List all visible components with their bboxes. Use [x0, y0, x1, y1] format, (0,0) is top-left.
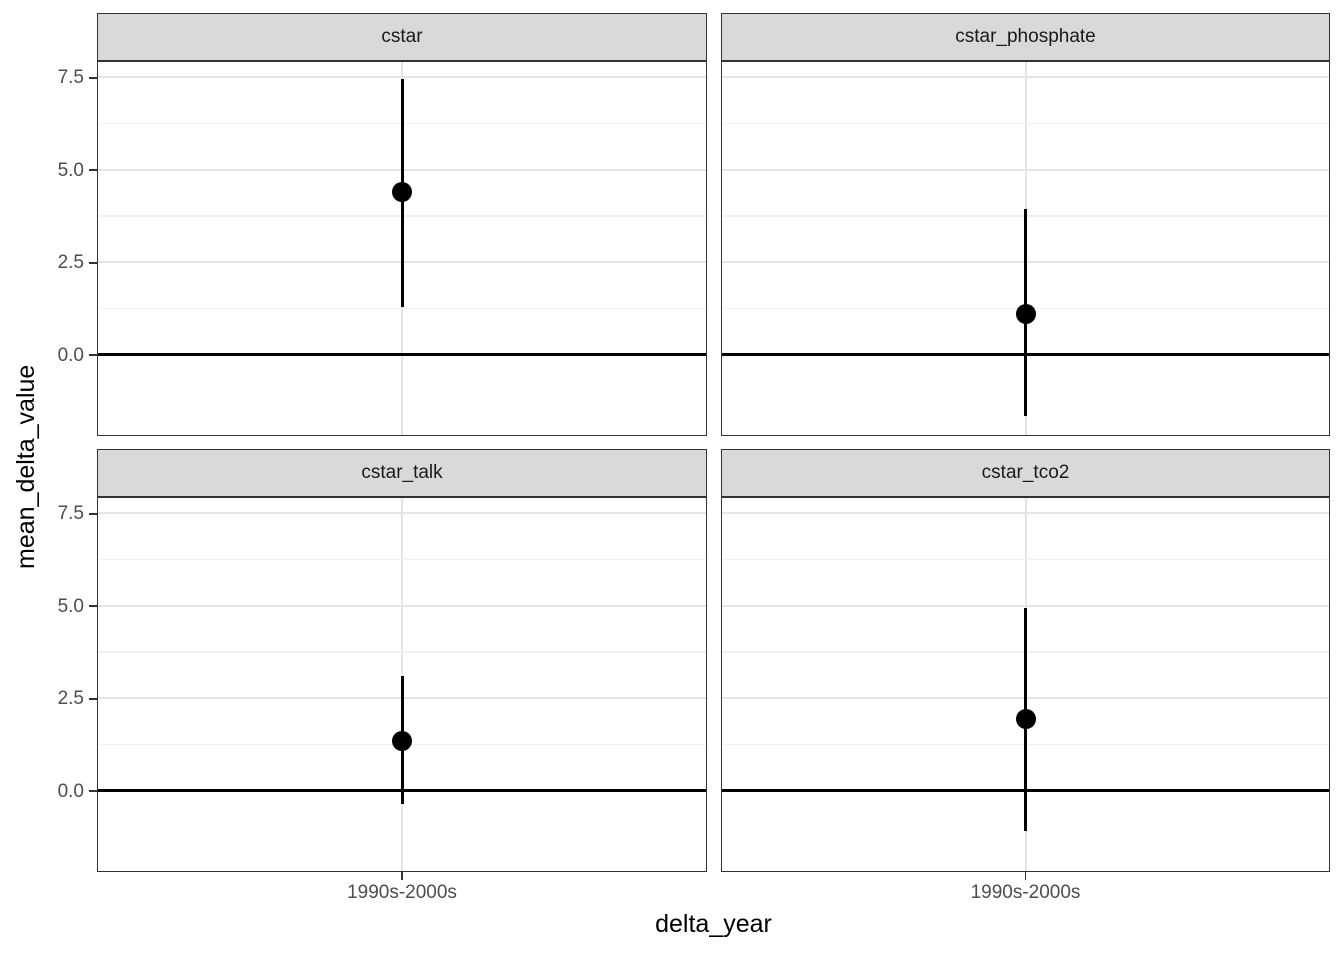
x-axis-title: delta_year — [655, 910, 772, 938]
gridline-major — [722, 604, 1329, 607]
gridline-major — [98, 604, 706, 607]
zero-reference-line — [98, 353, 706, 357]
y-tick-label: 7.5 — [57, 67, 84, 89]
y-tick-label: 2.5 — [57, 688, 84, 710]
mean-point — [392, 181, 412, 202]
gridline-major — [98, 512, 706, 515]
y-tick-label: 0.0 — [57, 780, 84, 802]
y-tick-mark — [89, 790, 97, 793]
y-tick-mark — [89, 261, 97, 264]
facet-strip-label: cstar — [381, 26, 423, 47]
y-tick-label: 7.5 — [57, 503, 84, 525]
facet-panel — [721, 497, 1330, 872]
y-tick-mark — [89, 512, 97, 515]
x-tick-mark — [1024, 872, 1027, 880]
x-tick-mark — [401, 872, 403, 880]
y-tick-label: 0.0 — [57, 344, 84, 366]
gridline-major — [722, 512, 1329, 515]
facet-strip: cstar_tco2 — [721, 449, 1330, 497]
facet-strip: cstar_phosphate — [721, 13, 1330, 61]
mean-point — [1015, 303, 1036, 324]
y-tick-mark — [89, 76, 97, 79]
gridline-major — [722, 168, 1329, 171]
x-tick-label: 1990s-2000s — [970, 882, 1081, 903]
y-tick-mark — [89, 169, 97, 172]
facet-strip: cstar — [97, 13, 707, 61]
facet-panel — [721, 61, 1330, 436]
gridline-major — [722, 76, 1329, 79]
gridline-minor — [722, 122, 1329, 125]
gridline-minor — [98, 558, 706, 561]
gridline-major — [98, 76, 706, 79]
y-tick-label: 5.0 — [57, 159, 84, 181]
facet-panel — [97, 497, 707, 872]
y-tick-mark — [89, 697, 97, 700]
x-tick-label: 1990s-2000s — [347, 882, 457, 903]
y-axis-title: mean_delta_value — [12, 364, 40, 569]
gridline-minor — [98, 651, 706, 653]
facet-strip-label: cstar_talk — [361, 462, 443, 483]
facet-strip-label: cstar_phosphate — [955, 26, 1096, 47]
y-tick-label: 2.5 — [57, 252, 84, 274]
gridline-minor — [722, 558, 1329, 561]
gridline-minor — [98, 307, 706, 310]
y-tick-label: 5.0 — [57, 595, 84, 617]
y-tick-mark — [89, 605, 97, 608]
mean-point — [392, 730, 412, 751]
facet-panel — [97, 61, 707, 436]
facet-strip: cstar_talk — [97, 449, 707, 497]
y-tick-mark — [89, 354, 97, 357]
facet-strip-label: cstar_tco2 — [981, 462, 1070, 483]
mean-point — [1015, 708, 1036, 729]
